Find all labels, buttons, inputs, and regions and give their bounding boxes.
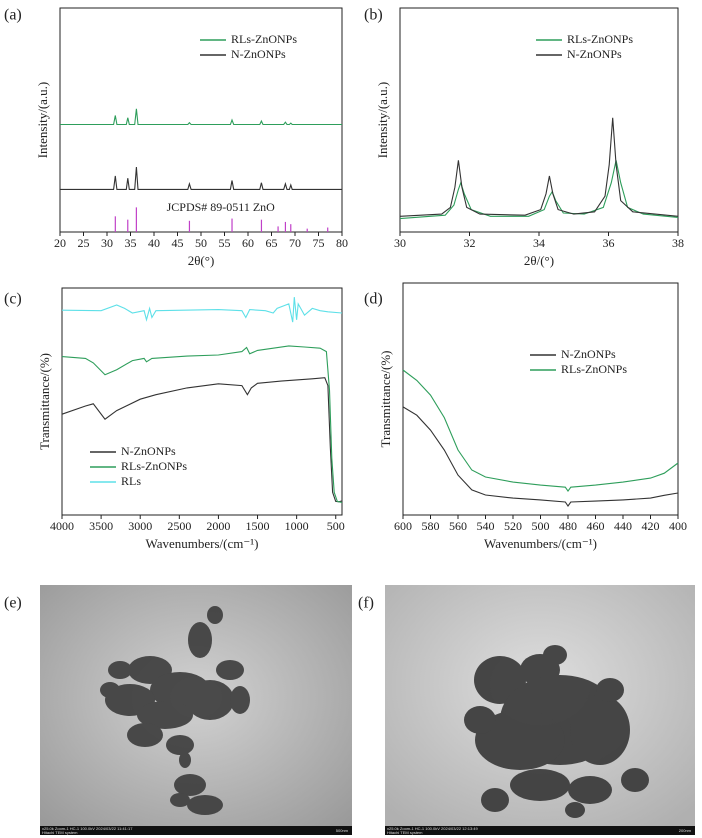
x-tick-label: 580 (422, 519, 440, 533)
x-tick-label: 36 (603, 236, 615, 250)
legend-label: RLs-ZnONPs (561, 362, 627, 376)
x-tick-label: 400 (669, 519, 687, 533)
x-tick-label: 55 (219, 236, 231, 250)
x-tick-label: 50 (195, 236, 207, 250)
image-system: Hitachi TEM system (42, 830, 78, 835)
x-tick-label: 32 (464, 236, 476, 250)
data-line (402, 369, 679, 493)
x-tick-label: 60 (242, 236, 254, 250)
x-tick-label: 600 (394, 519, 412, 533)
scale-bar-label: 500nm (336, 828, 349, 833)
data-line (399, 160, 679, 220)
image-info: x25.0k Zoom-1 HC-1 100.0kV 2024/03/22 12… (387, 826, 479, 831)
x-tick-label: 35 (125, 236, 137, 250)
y-axis-label: Intensity/(a.u.) (375, 82, 390, 159)
x-tick-label: 460 (587, 519, 605, 533)
x-tick-label: 1000 (285, 519, 309, 533)
legend-label: N-ZnONPs (561, 347, 616, 361)
legend-label: RLs-ZnONPs (231, 32, 297, 46)
legend-label: N-ZnONPs (231, 47, 286, 61)
x-axis-label: Wavenumbers/(cm⁻¹) (146, 536, 259, 551)
x-tick-label: 500 (532, 519, 550, 533)
x-tick-label: 38 (672, 236, 684, 250)
reference-label: JCPDS# 89-0511 ZnO (167, 200, 276, 214)
x-tick-label: 30 (394, 236, 406, 250)
scale-bar-label: 200nm (679, 828, 692, 833)
x-tick-label: 1500 (246, 519, 270, 533)
data-line (61, 377, 343, 503)
plot-frame (399, 7, 679, 233)
tem-image: x25.0k Zoom-1 HC-1 100.0kV 2024/03/22 11… (40, 585, 352, 835)
data-line (60, 108, 342, 126)
x-tick-label: 80 (336, 236, 348, 250)
data-line (61, 345, 343, 504)
data-line (61, 297, 343, 323)
image-system: Hitachi TEM system (387, 830, 423, 835)
x-tick-label: 500 (327, 519, 345, 533)
x-tick-label: 520 (504, 519, 522, 533)
x-tick-label: 420 (642, 519, 660, 533)
legend-label: RLs-ZnONPs (567, 32, 633, 46)
x-tick-label: 3500 (89, 519, 113, 533)
data-line (399, 117, 679, 217)
panel-label: (f) (358, 595, 374, 612)
panel-label: (d) (364, 291, 383, 308)
x-tick-label: 480 (559, 519, 577, 533)
x-axis-label: 2θ(°) (188, 253, 215, 268)
x-tick-label: 440 (614, 519, 632, 533)
x-tick-label: 3000 (128, 519, 152, 533)
plot-frame (61, 287, 343, 516)
plot-frame (59, 7, 343, 233)
x-tick-label: 65 (266, 236, 278, 250)
tem-image: x25.0k Zoom-1 HC-1 100.0kV 2024/03/22 12… (385, 585, 695, 835)
x-tick-label: 40 (148, 236, 160, 250)
x-tick-label: 4000 (50, 519, 74, 533)
panel-label: (c) (4, 291, 22, 308)
data-line (60, 166, 342, 190)
panel-label: (e) (4, 595, 22, 612)
panel-label: (b) (364, 7, 383, 24)
y-axis-label: Intensity/(a.u.) (35, 82, 50, 159)
y-axis-label: Transmittance/(%) (378, 351, 393, 448)
x-axis-label: 2θ/(°) (524, 253, 554, 268)
x-tick-label: 20 (54, 236, 66, 250)
x-tick-label: 34 (533, 236, 545, 250)
x-tick-label: 540 (477, 519, 495, 533)
x-tick-label: 70 (289, 236, 301, 250)
x-tick-label: 25 (78, 236, 90, 250)
x-tick-label: 45 (172, 236, 184, 250)
x-tick-label: 30 (101, 236, 113, 250)
panel-label: (a) (4, 7, 22, 24)
x-tick-label: 2000 (206, 519, 230, 533)
legend-label: RLs (121, 474, 141, 488)
legend-label: N-ZnONPs (567, 47, 622, 61)
legend-label: RLs-ZnONPs (121, 459, 187, 473)
x-axis-label: Wavenumbers/(cm⁻¹) (484, 536, 597, 551)
x-tick-label: 560 (449, 519, 467, 533)
data-line (402, 406, 679, 507)
image-info: x25.0k Zoom-1 HC-1 100.0kV 2024/03/22 11… (42, 826, 133, 831)
x-tick-label: 2500 (167, 519, 191, 533)
legend-label: N-ZnONPs (121, 444, 176, 458)
y-axis-label: Transmittance/(%) (37, 353, 52, 450)
x-tick-label: 75 (313, 236, 325, 250)
